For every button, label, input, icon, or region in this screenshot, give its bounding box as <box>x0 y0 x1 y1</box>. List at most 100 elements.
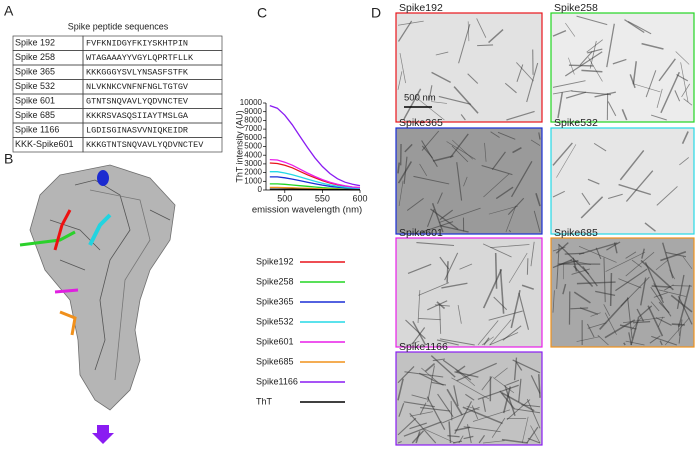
fibril <box>459 263 473 270</box>
fibril <box>660 251 687 262</box>
fibril <box>606 241 621 251</box>
fibril <box>454 371 479 378</box>
fibril <box>664 317 690 346</box>
fibril <box>407 263 432 274</box>
fibril <box>526 62 539 103</box>
micrograph-label: Spike192 <box>399 2 443 14</box>
micrograph-border <box>550 127 695 235</box>
fibril <box>530 139 541 146</box>
line <box>269 158 361 189</box>
fibril <box>431 71 451 83</box>
fibril <box>477 384 519 400</box>
fibril <box>421 140 438 168</box>
line <box>269 188 360 191</box>
fibril <box>490 244 530 248</box>
fibril <box>465 393 475 401</box>
fibril <box>632 321 651 324</box>
panel-label: D <box>371 5 381 21</box>
fibril <box>499 269 505 314</box>
fibril <box>680 62 689 102</box>
fibril <box>579 51 593 66</box>
fibril <box>446 388 463 416</box>
micrograph-label: Spike532 <box>554 117 598 129</box>
legend-label: Spike192 <box>256 256 294 266</box>
fibril <box>478 434 486 444</box>
fibril <box>406 198 424 211</box>
fibril <box>595 247 602 260</box>
fibril <box>449 133 469 159</box>
fibril <box>650 301 660 312</box>
fibril <box>621 109 628 121</box>
fibril <box>634 83 661 93</box>
fibril <box>481 376 493 391</box>
fibril <box>439 209 454 221</box>
x-tick-label: 500 <box>277 193 292 203</box>
fibril <box>568 57 575 75</box>
fibril <box>581 192 591 206</box>
fibril <box>552 29 567 37</box>
fibril <box>397 365 415 384</box>
peptide-sequence: KKKGGGYSVLYNSASFSTFK <box>86 68 189 78</box>
fibril <box>451 377 489 400</box>
fibril <box>625 251 637 259</box>
fibril <box>463 426 501 433</box>
fibril <box>446 261 449 283</box>
fibril <box>489 332 519 346</box>
fibril <box>587 322 607 329</box>
fibril <box>416 97 445 121</box>
fibril <box>458 23 471 64</box>
fibril <box>418 372 444 386</box>
fibril <box>451 145 469 163</box>
fibril <box>530 241 535 267</box>
table-title: Spike peptide sequences <box>68 21 169 31</box>
fibril <box>573 291 591 304</box>
fibril <box>397 440 402 444</box>
fibril <box>576 15 608 26</box>
fibril <box>552 142 573 166</box>
legend-label: Spike532 <box>256 316 294 326</box>
fibril <box>404 371 444 378</box>
legend-label: Spike1166 <box>256 376 298 386</box>
fibril <box>533 210 541 233</box>
fibril <box>578 242 618 255</box>
fibril <box>552 246 566 252</box>
fibril <box>510 290 521 329</box>
fibril <box>403 88 422 120</box>
micrograph-label: Spike685 <box>554 227 598 239</box>
fibril <box>612 58 627 65</box>
peptide-sequence: KKKRSVASQSIIAYTMSLGA <box>86 111 189 121</box>
fibril <box>431 203 444 233</box>
fibril <box>482 269 503 309</box>
peptide-name: Spike 365 <box>15 67 55 77</box>
fibril <box>564 51 603 77</box>
line <box>269 104 361 187</box>
fibril <box>494 252 498 289</box>
micrograph <box>396 13 542 122</box>
fibril <box>512 359 541 374</box>
fibril <box>448 421 452 444</box>
fibril <box>658 58 676 82</box>
line <box>269 176 361 190</box>
peptide-sequence: WTAGAAAYYVGYLQPRTFLLK <box>86 53 194 63</box>
protein-structure <box>19 164 176 444</box>
fibril <box>432 358 446 362</box>
fibril <box>491 151 506 170</box>
chart: 0100020003000400050006000700080009000100… <box>234 98 367 406</box>
fibril <box>644 262 665 304</box>
fibril <box>416 242 455 247</box>
fibril <box>650 286 672 317</box>
fibril <box>656 88 663 108</box>
fibril <box>506 110 535 121</box>
peptide-name: Spike 1166 <box>15 125 59 135</box>
fibril <box>521 284 534 290</box>
fibril <box>607 193 623 200</box>
y-tick-label: 2000 <box>244 168 262 177</box>
fibril <box>660 71 680 114</box>
fibril <box>477 44 494 47</box>
fibril <box>677 296 693 325</box>
fibril <box>623 342 626 346</box>
fibril <box>515 361 523 371</box>
x-tick-label: 550 <box>315 193 330 203</box>
fibril <box>659 340 663 346</box>
peptide-sequence: KKKGTNTSNQVAVLYQDVNCTEV <box>86 140 204 150</box>
